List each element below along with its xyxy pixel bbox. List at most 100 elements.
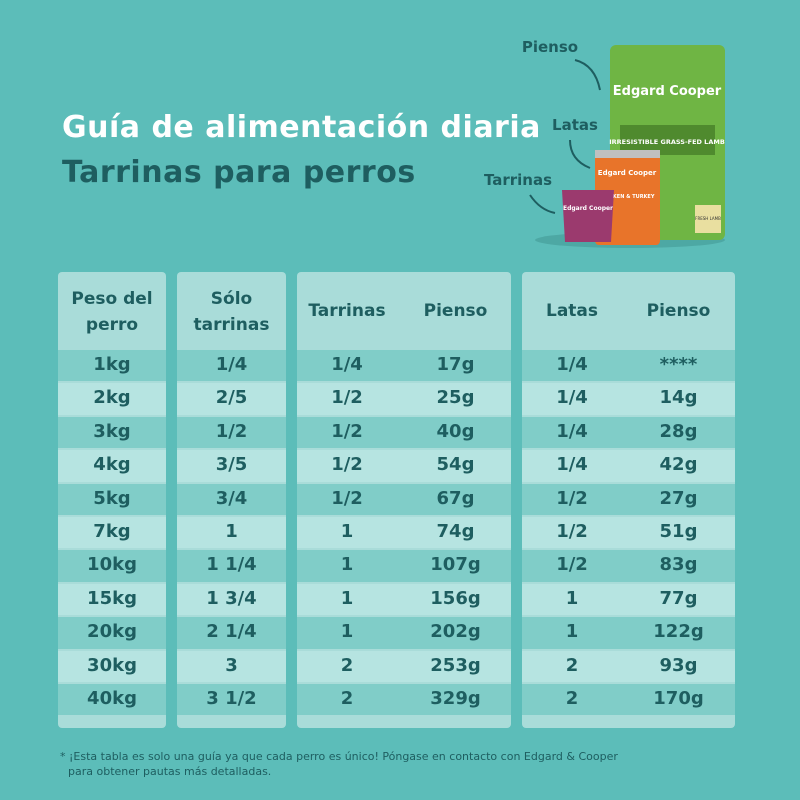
cell: 2 <box>340 688 354 709</box>
column-header: Peso del perro <box>71 289 153 335</box>
column-header: Sólo tarrinas <box>193 289 270 335</box>
cell: 2kg <box>93 387 131 409</box>
can-brand: Edgard Cooper <box>598 169 657 177</box>
cell: 1/4 <box>556 354 588 375</box>
can-text: CHICKEN & TURKEY <box>600 194 655 200</box>
cell: 1/2 <box>556 521 588 542</box>
cell: 1/2 <box>331 387 363 409</box>
cell: 1/2 <box>331 487 363 509</box>
row-band <box>58 416 166 449</box>
cell: 156g <box>430 587 481 609</box>
row-band <box>177 483 286 515</box>
cell: 5kg <box>93 487 131 509</box>
cell: 40g <box>436 420 475 442</box>
row-band <box>522 483 735 515</box>
row-band <box>522 583 735 616</box>
row-band <box>58 583 166 616</box>
cell: 1/2 <box>215 420 248 442</box>
column-header: Latas <box>545 301 599 321</box>
cell: 4kg <box>93 454 131 476</box>
cell: 3kg <box>93 420 131 442</box>
row-band <box>58 517 166 549</box>
cell: 30kg <box>87 654 137 676</box>
cell: 1kg <box>93 354 131 375</box>
cell: 83g <box>659 554 698 576</box>
row-band <box>522 617 735 649</box>
cell: 1 <box>340 587 354 609</box>
column-header: Pienso <box>423 301 488 321</box>
row-band <box>297 684 511 716</box>
row-band <box>522 416 735 449</box>
row-band <box>297 350 511 382</box>
cell: 253g <box>430 654 481 676</box>
row-band <box>58 350 166 382</box>
cell: 1 <box>565 587 579 609</box>
row-band <box>297 450 511 482</box>
cell: 2 <box>565 688 579 709</box>
cell: **** <box>659 354 698 375</box>
cell: 1/2 <box>331 420 363 442</box>
cell: 2/5 <box>215 387 248 409</box>
row-band <box>177 383 286 415</box>
row-band <box>177 550 286 582</box>
row-band <box>58 483 166 515</box>
row-band <box>297 483 511 515</box>
label-tarrinas: Tarrinas <box>484 171 552 189</box>
row-band <box>58 383 166 415</box>
row-band <box>297 550 511 582</box>
footnote: para obtener pautas más detalladas. <box>68 765 272 778</box>
cell: 1 <box>340 554 354 576</box>
row-band <box>297 650 511 682</box>
row-band <box>522 684 735 716</box>
row-band <box>297 416 511 449</box>
row-band <box>522 517 735 549</box>
cell: 1/2 <box>331 454 363 476</box>
cell: 1 3/4 <box>206 587 257 609</box>
cell: 15kg <box>87 587 137 609</box>
cell: 14g <box>659 387 698 409</box>
can-lid <box>595 150 660 158</box>
cell: 17g <box>436 354 475 375</box>
cell: 3/5 <box>215 454 248 476</box>
cell: 2 1/4 <box>206 621 257 643</box>
row-band <box>177 650 286 682</box>
row-band <box>177 416 286 449</box>
tray <box>562 190 614 242</box>
cell: 10kg <box>87 554 137 576</box>
badge <box>695 205 721 233</box>
cell: 77g <box>659 587 698 609</box>
cell: 74g <box>436 521 475 542</box>
column-header: Tarrinas <box>308 301 386 321</box>
cell: 93g <box>659 654 698 676</box>
label-pienso: Pienso <box>522 38 578 56</box>
cell: 1 <box>340 621 354 643</box>
cell: 3/4 <box>215 487 248 509</box>
cell: 1 <box>565 621 579 643</box>
cell: 1/4 <box>556 420 588 442</box>
cell: 3 <box>225 654 238 676</box>
products: Edgard Cooper IRRESISTIBLE GRASS-FED LAM… <box>484 38 725 248</box>
cell: 329g <box>430 688 481 709</box>
cell: 7kg <box>93 521 131 542</box>
row-band <box>58 684 166 716</box>
cell: 25g <box>436 387 475 409</box>
subtitle: Tarrinas para perros <box>62 155 416 190</box>
cell: 3 1/2 <box>206 688 257 709</box>
cell: 2 <box>565 654 579 676</box>
cell: 1/4 <box>215 354 248 375</box>
row-band <box>58 650 166 682</box>
bag-brand: Edgard Cooper <box>613 84 722 99</box>
row-band <box>177 517 286 549</box>
row-band <box>58 550 166 582</box>
row-band <box>522 450 735 482</box>
row-band <box>297 383 511 415</box>
row-band <box>297 517 511 549</box>
title: Guía de alimentación diaria <box>62 110 541 145</box>
cell: 27g <box>659 487 698 509</box>
label-latas: Latas <box>552 116 598 134</box>
cell: 42g <box>659 454 698 476</box>
row-band <box>522 650 735 682</box>
bag-text: IRRESISTIBLE GRASS-FED LAMB <box>609 138 725 146</box>
arrow <box>574 59 601 91</box>
